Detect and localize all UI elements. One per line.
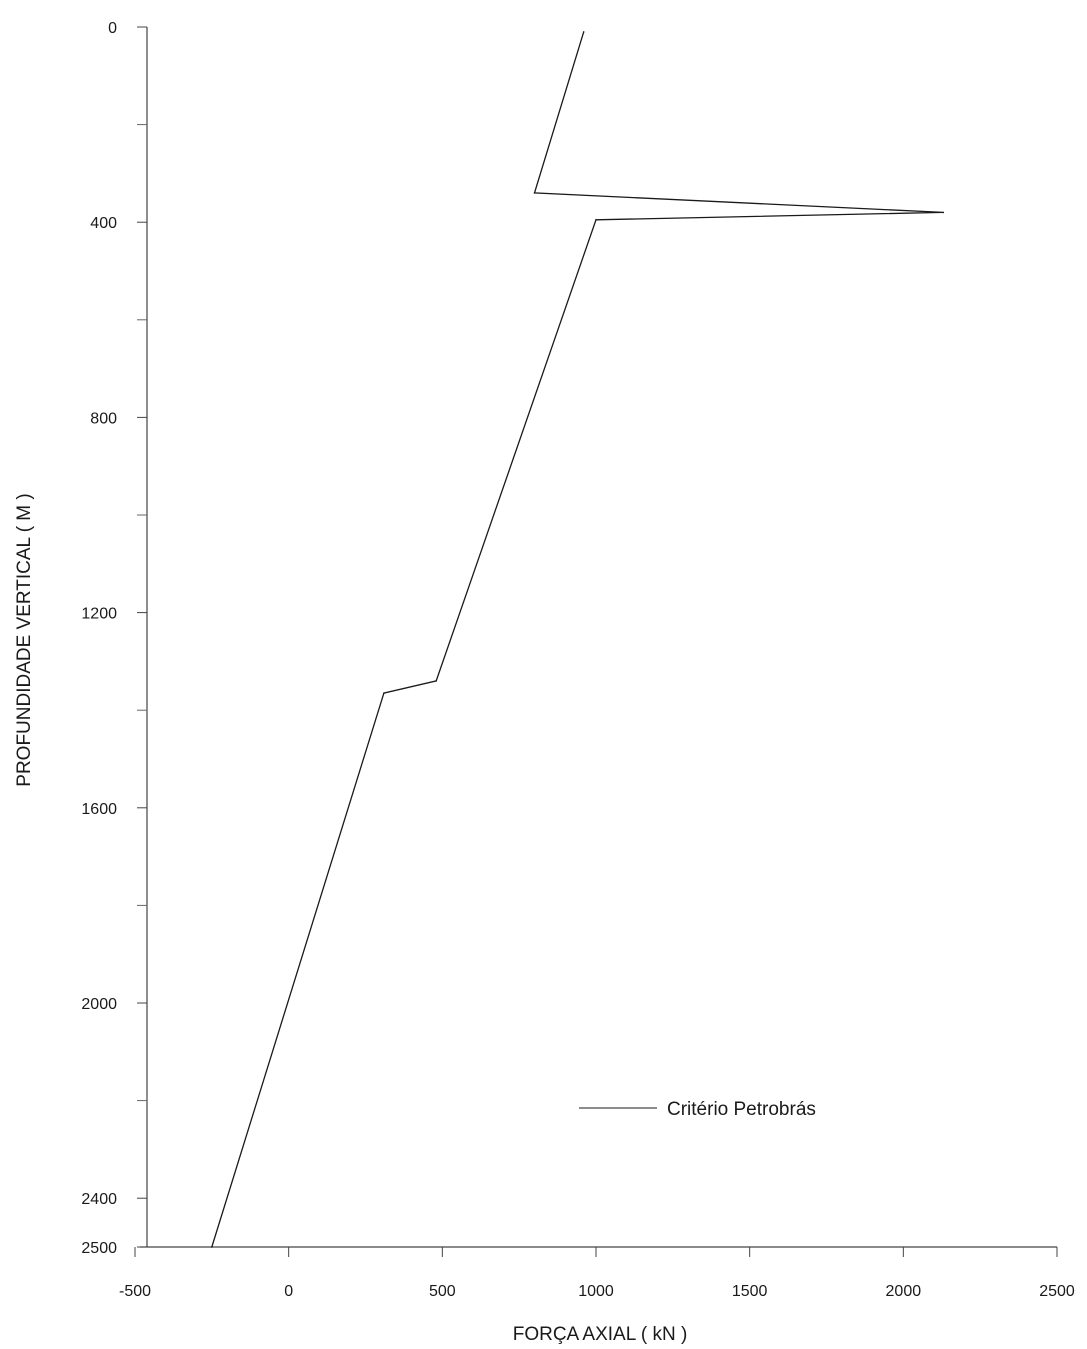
y-tick-label: 2500 (81, 1240, 117, 1257)
data-point (435, 680, 437, 682)
data-point (582, 31, 585, 33)
legend-label: Critério Petrobrás (667, 1099, 816, 1120)
series-line-0 (211, 31, 944, 1248)
data-point (211, 1246, 213, 1248)
x-tick-label: 500 (429, 1283, 456, 1300)
x-tick-label: 2000 (886, 1283, 922, 1300)
x-tick-label: -500 (119, 1283, 151, 1300)
axes (140, 27, 1057, 1248)
data-point (942, 211, 945, 214)
data-point (595, 218, 597, 221)
y-ticks: 0 400 800 1200 1600 2000 2400 2500 (81, 20, 147, 1257)
legend: Critério Petrobrás (579, 1099, 816, 1120)
x-ticks: -500 0 500 1000 1500 2000 2500 (119, 1247, 1075, 1300)
y-tick-label: 2400 (81, 1191, 117, 1208)
x-tick-label: 1500 (732, 1283, 768, 1300)
y-tick-label: 0 (108, 20, 117, 37)
y-axis-title: PROFUNDIDADE VERTICAL ( M ) (14, 493, 35, 786)
data-point (533, 192, 536, 194)
y-tick-label: 400 (90, 215, 117, 232)
x-tick-label: 0 (284, 1283, 293, 1300)
x-tick-label: 1000 (578, 1283, 614, 1300)
y-tick-label: 800 (90, 410, 117, 427)
x-axis-title: FORÇA AXIAL ( kN ) (513, 1324, 688, 1345)
y-tick-label: 1600 (81, 801, 117, 818)
series-layer (211, 31, 945, 1248)
y-tick-label: 2000 (81, 996, 117, 1013)
y-tick-label: 1200 (81, 606, 117, 623)
data-point (383, 692, 385, 694)
x-tick-label: 2500 (1039, 1283, 1075, 1300)
